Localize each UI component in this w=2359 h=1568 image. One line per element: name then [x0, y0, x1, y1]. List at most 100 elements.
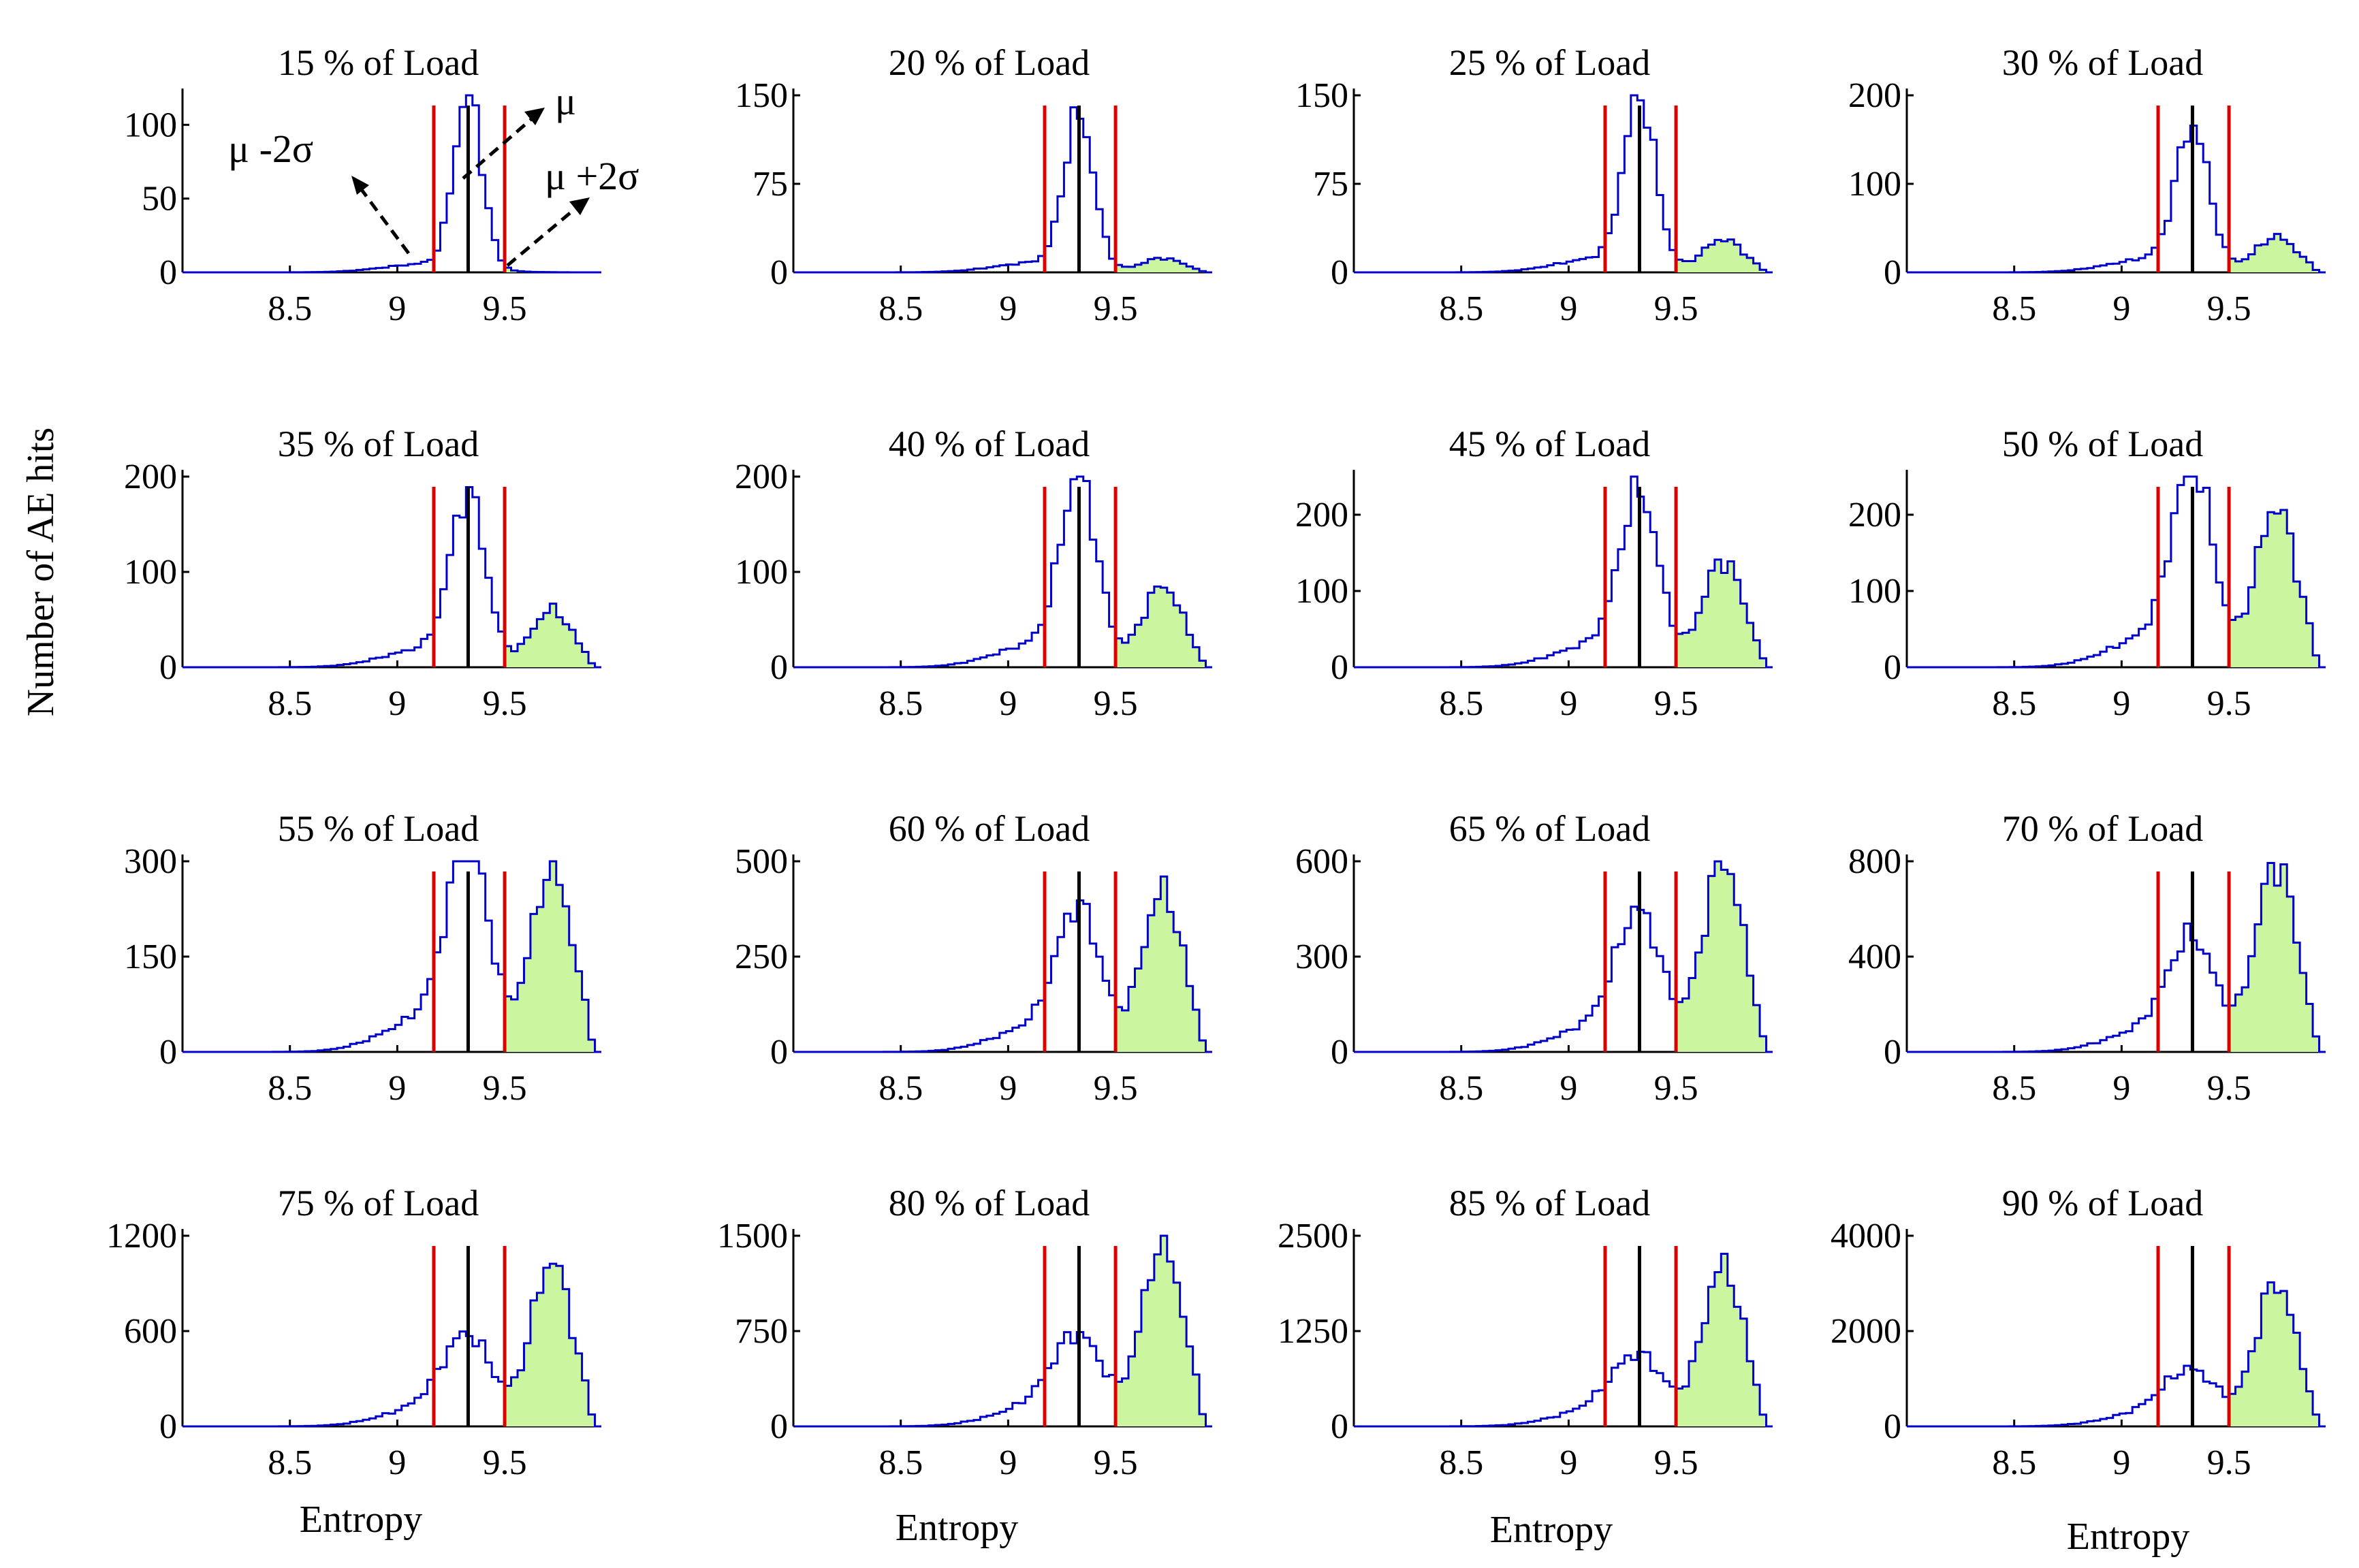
annotation-mu-plus-2sigma: μ +2σ [545, 154, 639, 198]
y-tick-label: 0 [1884, 648, 1901, 687]
panel-12: 70 % of Load 8.5 9 9.5 0 400 800 [1848, 808, 2326, 1108]
y-tick-label: 400 [1848, 938, 1901, 976]
y-tick-label: 0 [1331, 648, 1348, 687]
x-tick-label: 9.5 [483, 1069, 527, 1108]
panel-2: 20 % of Load 8.5 9 9.5 0 75 150 [735, 42, 1212, 328]
x-tick-label: 8.5 [878, 289, 923, 328]
panel-title: 50 % of Load [2002, 423, 2203, 464]
y-tick-label: 250 [735, 938, 788, 976]
x-tick-label: 8.5 [1439, 684, 1483, 723]
y-tick-label: 2500 [1278, 1217, 1348, 1255]
panel-title: 20 % of Load [889, 42, 1090, 83]
panel-9: 55 % of Load 8.5 9 9.5 0 150 300 [124, 808, 601, 1108]
panel-10: 60 % of Load 8.5 9 9.5 0 250 500 [735, 808, 1212, 1108]
upper-tail-fill [1676, 239, 1773, 272]
arrowhead-mu-plus-icon [569, 197, 590, 215]
figure-y-label: Number of AE hits [20, 428, 62, 717]
upper-tail-fill [505, 1264, 601, 1426]
x-tick-label: 9.5 [483, 1443, 527, 1482]
upper-tail-fill [2229, 863, 2326, 1052]
panel-title: 65 % of Load [1449, 808, 1650, 849]
x-tick-label: 9.5 [1654, 289, 1698, 328]
y-tick-label: 0 [159, 253, 177, 292]
panel-15: 85 % of Load 8.5 9 9.5 0 1250 2500 [1278, 1183, 1773, 1482]
x-tick-label: 9.5 [2207, 1069, 2251, 1108]
x-label-col-4: Entropy [2067, 1516, 2189, 1558]
y-tick-label: 200 [735, 458, 788, 496]
x-tick-label: 8.5 [268, 289, 312, 328]
y-tick-label: 300 [1295, 938, 1348, 976]
x-tick-label: 9 [2112, 289, 2130, 328]
panel-7: 45 % of Load 8.5 9 9.5 0 100 200 [1295, 423, 1773, 723]
histogram-outline [183, 1262, 601, 1428]
annotation-mu-minus-2sigma: μ -2σ [228, 127, 313, 171]
y-tick-label: 2000 [1831, 1312, 1901, 1351]
histogram-outline [183, 860, 601, 1053]
x-tick-label: 9.5 [483, 684, 527, 723]
y-tick-label: 0 [1331, 1407, 1348, 1446]
x-tick-label: 9.5 [1094, 684, 1138, 723]
annotation-group: μ -2σ μ μ +2σ [228, 79, 639, 267]
y-tick-label: 100 [1848, 572, 1901, 611]
y-tick-label: 100 [1295, 572, 1348, 611]
x-tick-label: 9.5 [483, 289, 527, 328]
x-tick-label: 9 [2112, 684, 2130, 723]
x-tick-label: 9 [999, 684, 1017, 723]
y-tick-label: 200 [124, 458, 177, 496]
x-tick-label: 9 [999, 1069, 1017, 1108]
x-tick-label: 9 [999, 1443, 1017, 1482]
arrow-mu-plus [506, 204, 580, 267]
upper-tail-fill [1115, 257, 1212, 272]
y-tick-label: 200 [1848, 496, 1901, 534]
panel-title: 80 % of Load [889, 1183, 1090, 1223]
x-tick-label: 9.5 [2207, 289, 2251, 328]
x-tick-label: 9 [388, 1443, 406, 1482]
panel-5: 35 % of Load 8.5 9 9.5 0 100 200 [124, 423, 601, 723]
x-tick-label: 9 [1560, 684, 1577, 723]
x-tick-label: 8.5 [878, 1069, 923, 1108]
x-tick-label: 8.5 [1439, 1443, 1483, 1482]
panel-title: 60 % of Load [889, 808, 1090, 849]
upper-tail-fill [2229, 509, 2326, 667]
x-tick-label: 8.5 [878, 684, 923, 723]
panel-title: 25 % of Load [1449, 42, 1650, 83]
panel-grid: 15 % of Load 8.5 9 9.5 0 50 100 20 % of Load 8.5… [106, 42, 2326, 1482]
panel-1: 15 % of Load 8.5 9 9.5 0 50 100 [124, 42, 601, 328]
x-tick-label: 9 [388, 289, 406, 328]
upper-tail-fill [1115, 876, 1212, 1052]
arrow-mu-minus [356, 184, 411, 255]
panel-title: 85 % of Load [1449, 1183, 1650, 1223]
histogram-outline [1907, 124, 2326, 274]
x-label-col-2: Entropy [896, 1507, 1018, 1549]
annotation-mu: μ [555, 79, 576, 123]
upper-tail-fill [2229, 234, 2326, 272]
x-tick-label: 8.5 [1992, 684, 2036, 723]
y-tick-label: 600 [1295, 842, 1348, 881]
arrowhead-mu-minus-icon [351, 176, 369, 195]
x-tick-label: 8.5 [268, 684, 312, 723]
y-tick-label: 75 [1313, 165, 1348, 204]
panel-title: 70 % of Load [2002, 808, 2203, 849]
x-tick-label: 9 [388, 1069, 406, 1108]
x-tick-label: 9.5 [1654, 684, 1698, 723]
y-tick-label: 0 [159, 1407, 177, 1446]
y-tick-label: 150 [735, 76, 788, 115]
y-tick-label: 4000 [1831, 1217, 1901, 1255]
histogram-outline [793, 875, 1212, 1053]
x-tick-label: 9 [1560, 289, 1577, 328]
x-label-col-3: Entropy [1490, 1509, 1613, 1551]
arrow-mu [462, 114, 537, 180]
x-tick-label: 9 [999, 289, 1017, 328]
panel-3: 25 % of Load 8.5 9 9.5 0 75 150 [1295, 42, 1773, 328]
y-tick-label: 100 [735, 553, 788, 592]
panel-title: 55 % of Load [278, 808, 479, 849]
y-tick-label: 150 [1295, 76, 1348, 115]
x-tick-label: 9.5 [1654, 1069, 1698, 1108]
y-tick-label: 0 [1884, 1407, 1901, 1446]
histogram-outline [1354, 94, 1773, 274]
x-tick-label: 9 [388, 684, 406, 723]
panel-14: 80 % of Load 8.5 9 9.5 0 750 1500 [717, 1183, 1212, 1482]
y-tick-label: 300 [124, 842, 177, 881]
x-tick-label: 8.5 [1439, 289, 1483, 328]
